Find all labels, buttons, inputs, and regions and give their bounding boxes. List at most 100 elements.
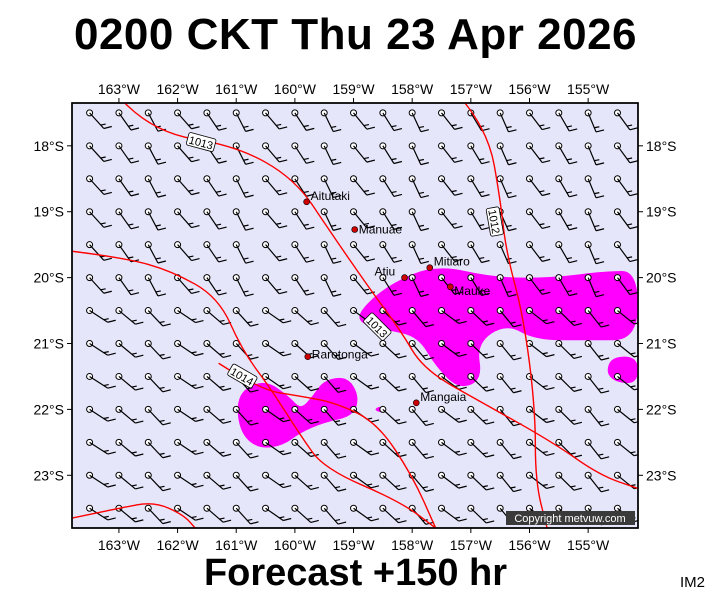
wind-barb <box>584 471 610 493</box>
wind-barb <box>438 241 463 262</box>
wind-barb <box>467 405 495 425</box>
wind-barb <box>320 241 342 264</box>
lat-tick-label-right: 20°S <box>646 270 677 286</box>
wind-barb <box>496 405 522 427</box>
wind-barb <box>86 372 116 389</box>
wind-barb <box>86 307 116 323</box>
wind-barb <box>379 471 407 491</box>
wind-barb <box>144 340 171 360</box>
wind-barb <box>408 175 429 199</box>
wind-barb <box>203 405 232 424</box>
wind-barb <box>144 471 171 492</box>
wind-barb <box>496 142 517 166</box>
wind-barb <box>408 109 429 133</box>
wind-barb <box>408 340 434 361</box>
lon-tick-label-top: 159°W <box>332 81 375 97</box>
station-manuae: Manuae <box>351 223 402 237</box>
wind-barb <box>379 208 403 230</box>
station-marker <box>401 274 408 281</box>
wind-barb <box>144 372 171 393</box>
wind-barb <box>438 175 463 196</box>
station-layer: Aitutaki Manuae Atiu Mitiaro Mauke Rarotonga M… <box>303 189 491 407</box>
lat-tick-label-left: 19°S <box>33 204 64 220</box>
wind-barb <box>320 471 347 492</box>
station-mitiaro: Mitiaro <box>426 255 470 272</box>
wind-barb <box>555 307 583 327</box>
isobar-line <box>124 103 638 490</box>
wind-barb <box>379 241 403 263</box>
wind-barb <box>291 471 319 491</box>
wind-barb <box>203 175 227 197</box>
station-marker <box>426 264 434 272</box>
wind-barb <box>203 109 227 131</box>
wind-barb <box>613 142 638 164</box>
wind-barb <box>525 405 555 424</box>
wind-barb <box>262 307 292 324</box>
wind-barb <box>584 241 605 265</box>
station-label: Rarotonga <box>312 348 368 362</box>
wind-barb <box>555 142 578 165</box>
wind-barb <box>262 274 288 295</box>
wind-barb <box>555 208 578 231</box>
lon-tick-label-bottom: 160°W <box>274 537 317 553</box>
wind-barb <box>496 274 517 298</box>
lon-tick-label-bottom: 161°W <box>215 537 258 553</box>
wind-barb <box>203 471 232 490</box>
lon-tick-label-top: 160°W <box>274 81 317 97</box>
wind-barb <box>525 438 555 457</box>
wind-barb <box>174 340 204 357</box>
wind-barb <box>115 340 144 358</box>
wind-barb <box>525 307 555 325</box>
wind-barb <box>203 208 227 230</box>
wind-barb <box>350 175 375 196</box>
wind-barb <box>555 340 583 360</box>
wind-barb <box>232 109 254 132</box>
wind-barb <box>203 307 232 326</box>
map-title: 0200 CKT Thu 23 Apr 2026 <box>73 10 638 59</box>
wind-barb <box>203 274 227 296</box>
wind-barb <box>232 471 259 492</box>
wind-barb <box>350 241 375 262</box>
wind-barb <box>467 142 490 165</box>
wind-barb <box>262 142 288 163</box>
wind-barb <box>320 504 347 525</box>
station-marker <box>303 198 310 206</box>
wind-barb <box>438 340 467 357</box>
wind-barb <box>438 109 463 130</box>
wind-barb <box>525 109 551 131</box>
wind-barb <box>525 471 555 489</box>
wind-barb <box>555 372 583 392</box>
lon-tick-label-bottom: 155°W <box>567 537 610 553</box>
wind-barb <box>350 372 380 390</box>
wind-barb <box>496 372 522 394</box>
wind-barb <box>262 405 292 423</box>
wind-barb <box>613 438 638 457</box>
wind-barb <box>86 109 112 130</box>
wind-barb <box>467 208 490 231</box>
wind-barb <box>379 274 403 296</box>
station-atiu: Atiu <box>375 265 408 281</box>
wind-barb <box>467 504 495 524</box>
wind-barb <box>555 405 583 425</box>
wind-barb-layer <box>86 109 638 526</box>
wind-barb <box>174 109 200 130</box>
wind-barb <box>467 175 490 198</box>
wind-barb <box>291 372 319 392</box>
precip-layer <box>237 268 638 448</box>
station-mauke: Mauke <box>447 283 491 298</box>
wind-barb <box>174 241 200 262</box>
isobar-line <box>72 503 196 528</box>
lat-tick-label-left: 21°S <box>33 336 64 352</box>
wind-barb <box>467 274 490 297</box>
wind-barb <box>262 504 292 522</box>
lon-tick-label-bottom: 162°W <box>156 537 199 553</box>
wind-barb <box>174 405 204 422</box>
wind-barb <box>203 372 232 391</box>
wind-barb <box>496 307 522 328</box>
wind-barb <box>174 372 204 390</box>
wind-barb <box>144 405 171 426</box>
wind-barb <box>115 307 144 325</box>
station-mangaia: Mangaia <box>412 390 467 407</box>
lat-tick-label-right: 18°S <box>646 138 677 154</box>
station-marker <box>351 226 359 233</box>
